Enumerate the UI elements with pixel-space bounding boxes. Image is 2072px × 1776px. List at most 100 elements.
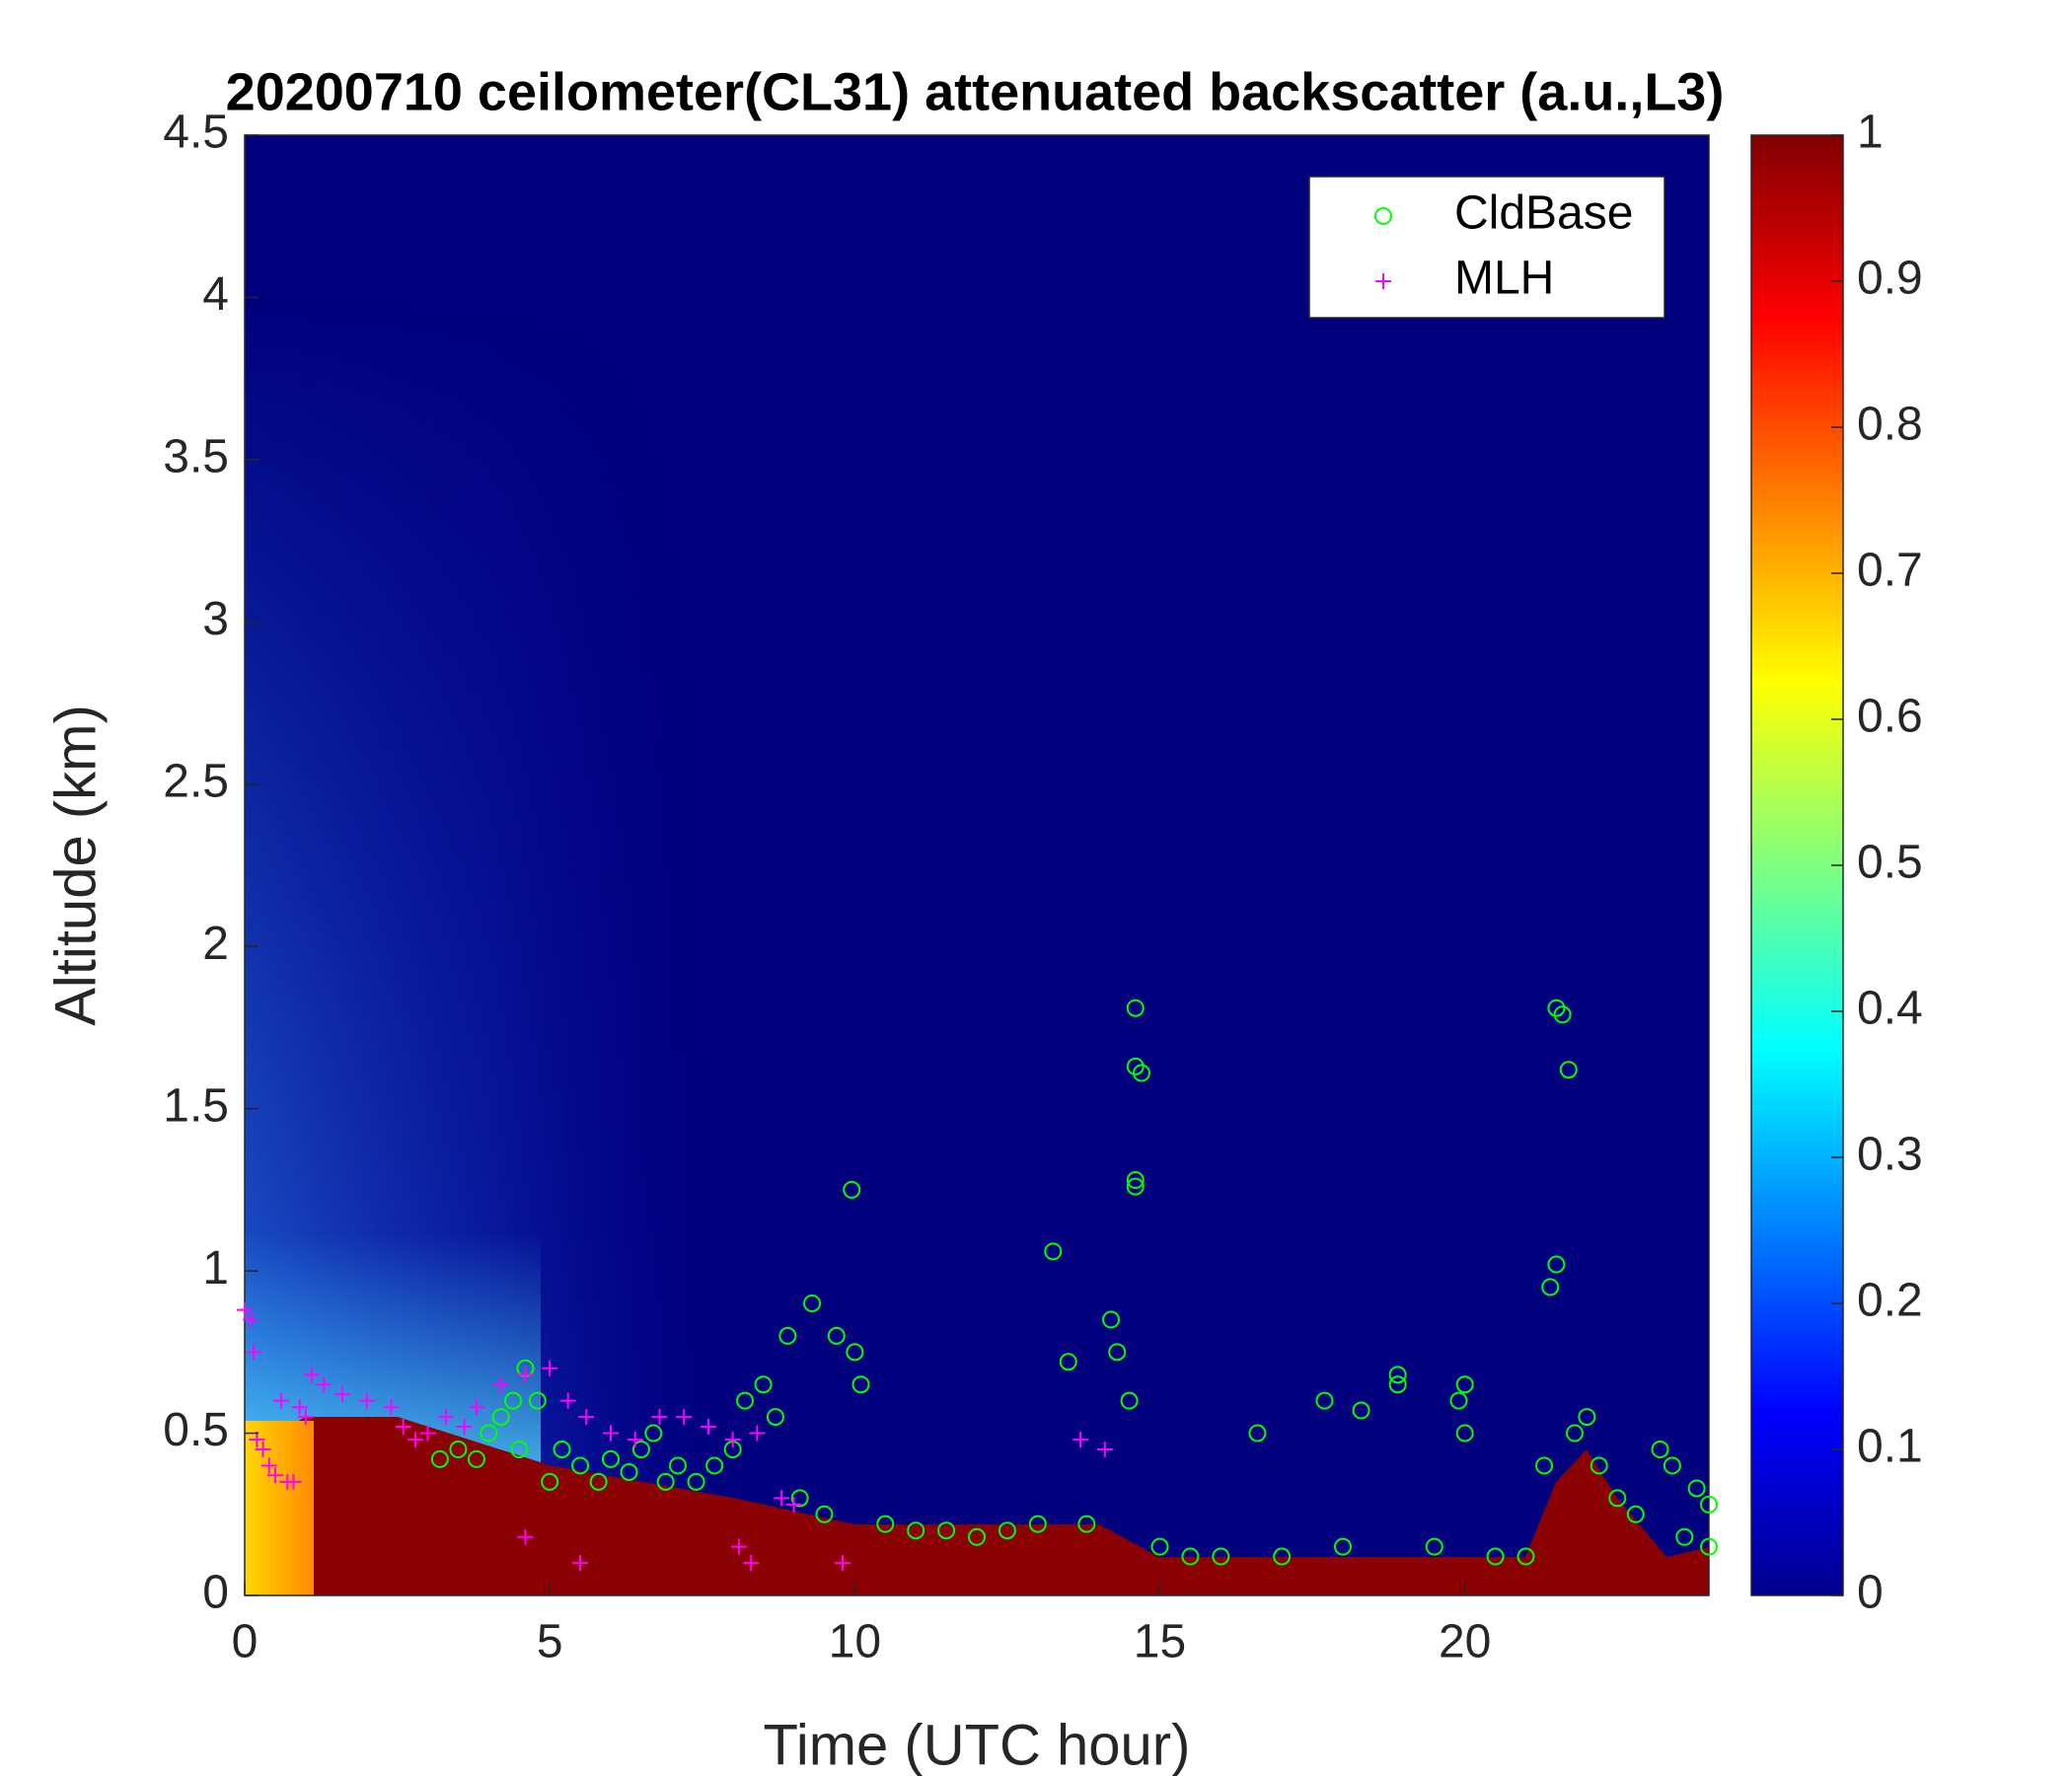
y-tick-label: 2 <box>202 918 229 970</box>
y-tick-label: 0.5 <box>163 1404 229 1456</box>
cldbase-point <box>467 1449 485 1468</box>
cldbase-point <box>1388 1366 1407 1384</box>
legend-label: CldBase <box>1454 187 1633 240</box>
cldbase-point <box>1425 1537 1443 1556</box>
mlh-point <box>273 1392 290 1409</box>
cldbase-point <box>1590 1456 1608 1475</box>
cldbase-point <box>815 1505 834 1523</box>
mlh-point <box>358 1392 375 1409</box>
mlh-point <box>407 1432 424 1448</box>
colorbar-tick-label: 1 <box>1857 107 1884 159</box>
mlh-point <box>542 1360 558 1376</box>
legend <box>1308 176 1665 319</box>
x-tick-label: 10 <box>829 1616 881 1668</box>
cldbase-point <box>1553 1005 1572 1024</box>
cldbase-point <box>620 1463 638 1482</box>
mlh-point <box>603 1425 619 1442</box>
cldbase-point <box>851 1375 870 1394</box>
cldbase-point <box>1126 1177 1145 1196</box>
cldbase-point <box>1626 1505 1645 1523</box>
cldbase-point <box>1535 1456 1554 1475</box>
cldbase-point <box>1651 1441 1669 1458</box>
colorbar-tick-label: 0.2 <box>1857 1275 1923 1327</box>
cldbase-point <box>528 1391 547 1410</box>
cldbase-point <box>1374 207 1392 225</box>
cldbase-point <box>1565 1424 1584 1443</box>
cldbase-point <box>631 1441 650 1458</box>
mlh-point <box>266 1467 283 1484</box>
mlh-point <box>627 1432 643 1448</box>
cldbase-point <box>1687 1479 1706 1498</box>
cldbase-point <box>1028 1515 1047 1533</box>
cldbase-point <box>998 1521 1016 1540</box>
cldbase-point <box>754 1375 773 1394</box>
mlh-point <box>304 1367 321 1383</box>
cldbase-point <box>1608 1489 1627 1508</box>
mlh-point <box>316 1376 333 1393</box>
cldbase-point <box>1663 1456 1681 1475</box>
mlh-point <box>517 1367 534 1383</box>
y-axis-label: Altitude (km) <box>43 704 108 1026</box>
cldbase-point <box>778 1326 797 1345</box>
cldbase-point <box>827 1326 846 1345</box>
cldbase-point <box>1315 1391 1334 1410</box>
y-tick-label: 1.5 <box>163 1079 229 1132</box>
cldbase-point <box>1700 1495 1718 1514</box>
mlh-point <box>1073 1432 1089 1448</box>
cldbase-point <box>1059 1353 1077 1371</box>
mlh-point <box>285 1473 302 1490</box>
cldbase-point <box>1675 1527 1694 1546</box>
cldbase-point <box>846 1343 864 1362</box>
mlh-point <box>438 1409 455 1426</box>
mlh-point <box>383 1399 400 1416</box>
cldbase-point <box>968 1527 986 1546</box>
cldbase-point <box>589 1472 608 1491</box>
x-axis-label: Time (UTC hour) <box>764 1713 1191 1776</box>
cldbase-point <box>907 1521 925 1540</box>
colorbar-tick-label: 0.6 <box>1857 691 1923 743</box>
cldbase-point <box>1541 1278 1560 1296</box>
cldbase-point <box>1212 1547 1230 1566</box>
mlh-point <box>249 1432 265 1448</box>
mlh-point <box>1375 273 1391 289</box>
mlh-point <box>676 1409 693 1426</box>
legend-label: MLH <box>1454 253 1554 305</box>
mlh-point <box>246 1344 262 1361</box>
colorbar-tick-label: 0.7 <box>1857 545 1923 597</box>
cldbase-point <box>1132 1064 1150 1082</box>
cldbase-point <box>1352 1401 1370 1420</box>
cldbase-point <box>843 1180 861 1199</box>
cldbase-point <box>571 1456 590 1475</box>
mlh-point <box>1096 1442 1113 1457</box>
mlh-point <box>456 1418 473 1435</box>
chart-title: 20200710 ceilometer(CL31) attenuated bac… <box>226 62 1725 121</box>
mlh-point <box>517 1528 534 1545</box>
cldbase-point <box>736 1391 755 1410</box>
mlh-point <box>724 1432 741 1448</box>
cldbase-point <box>1150 1537 1169 1556</box>
cldbase-point <box>656 1472 675 1491</box>
cldbase-point <box>1486 1547 1505 1566</box>
cldbase-point <box>876 1515 895 1533</box>
cldbase-point <box>1334 1537 1352 1556</box>
colorbar <box>1750 134 1844 1596</box>
cldbase-point <box>644 1424 663 1443</box>
mlh-point <box>291 1399 308 1416</box>
y-tick-label: 4.5 <box>163 107 229 159</box>
cldbase-point <box>1077 1515 1096 1533</box>
mlh-point <box>578 1409 595 1426</box>
mlh-point <box>260 1457 277 1474</box>
colorbar-tick-label: 0.4 <box>1857 983 1923 1035</box>
cldbase-point <box>790 1489 809 1508</box>
mlh-point <box>774 1490 790 1507</box>
y-tick-label: 0 <box>202 1567 229 1619</box>
cldbase-point <box>1248 1424 1267 1443</box>
mlh-point <box>834 1555 851 1572</box>
cldbase-point <box>705 1456 724 1475</box>
mlh-point <box>492 1376 509 1393</box>
cldbase-point <box>491 1408 510 1427</box>
cldbase-point <box>504 1391 523 1410</box>
cldbase-point <box>1126 999 1145 1017</box>
cldbase-point <box>1578 1408 1596 1427</box>
mlh-point <box>749 1425 766 1442</box>
